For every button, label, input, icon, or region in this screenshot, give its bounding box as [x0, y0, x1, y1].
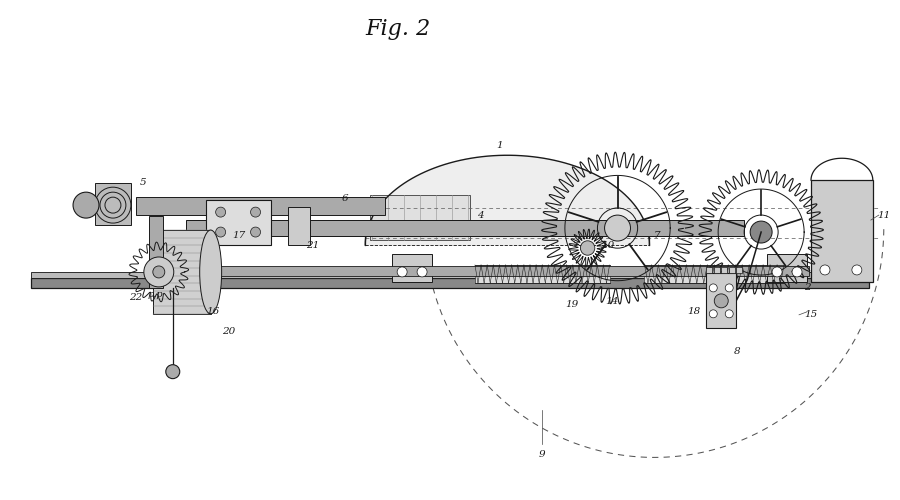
Circle shape: [144, 257, 174, 287]
Bar: [289, 207, 310, 245]
Circle shape: [216, 227, 226, 237]
Circle shape: [715, 294, 728, 308]
Bar: [392, 254, 432, 282]
Ellipse shape: [200, 230, 221, 314]
Text: 1: 1: [497, 141, 503, 150]
Text: 6: 6: [342, 194, 348, 202]
Bar: [706, 273, 736, 328]
Text: 11: 11: [878, 210, 890, 220]
Text: 2: 2: [804, 284, 810, 292]
Text: 15: 15: [805, 310, 817, 320]
Bar: [644, 265, 784, 283]
Bar: [706, 267, 712, 273]
Text: 20: 20: [222, 328, 235, 336]
Circle shape: [580, 241, 595, 255]
Circle shape: [709, 284, 717, 292]
Text: 5: 5: [140, 178, 146, 186]
Circle shape: [250, 227, 260, 237]
Text: 16: 16: [206, 308, 220, 316]
Bar: [767, 254, 807, 282]
Text: 19: 19: [565, 300, 579, 310]
Text: 14: 14: [605, 298, 618, 306]
Text: 17: 17: [232, 230, 245, 239]
Bar: [185, 220, 744, 236]
Circle shape: [751, 221, 772, 243]
Bar: [714, 267, 720, 273]
Text: 10: 10: [601, 240, 614, 250]
Circle shape: [772, 267, 782, 277]
Circle shape: [73, 192, 99, 218]
Circle shape: [725, 284, 734, 292]
Text: 3: 3: [574, 236, 581, 244]
Bar: [153, 230, 211, 314]
Bar: [151, 266, 809, 276]
Text: 8: 8: [734, 347, 741, 356]
Circle shape: [820, 265, 830, 275]
Bar: [32, 272, 868, 278]
Circle shape: [216, 207, 226, 217]
Circle shape: [397, 267, 407, 277]
Text: 21: 21: [306, 240, 319, 250]
Circle shape: [153, 266, 165, 278]
Circle shape: [166, 364, 180, 378]
Bar: [95, 183, 130, 225]
Circle shape: [725, 310, 734, 318]
Circle shape: [250, 207, 260, 217]
Bar: [721, 267, 727, 273]
Text: 22: 22: [130, 294, 142, 302]
Bar: [136, 197, 385, 215]
Circle shape: [792, 267, 802, 277]
Bar: [206, 200, 271, 245]
Bar: [148, 216, 163, 288]
Text: p.p: p.p: [148, 290, 164, 300]
Text: 7: 7: [654, 230, 661, 239]
Circle shape: [417, 267, 428, 277]
Bar: [736, 267, 742, 273]
Bar: [32, 278, 868, 288]
Text: 9: 9: [538, 450, 545, 459]
Circle shape: [852, 265, 862, 275]
Bar: [370, 195, 470, 240]
Circle shape: [605, 215, 631, 241]
Text: Fig. 2: Fig. 2: [365, 18, 431, 40]
Bar: [729, 267, 734, 273]
Text: 18: 18: [688, 308, 701, 316]
Circle shape: [709, 310, 717, 318]
Polygon shape: [365, 156, 650, 245]
Bar: [475, 265, 609, 283]
Bar: [811, 180, 873, 282]
Text: 4: 4: [477, 210, 483, 220]
